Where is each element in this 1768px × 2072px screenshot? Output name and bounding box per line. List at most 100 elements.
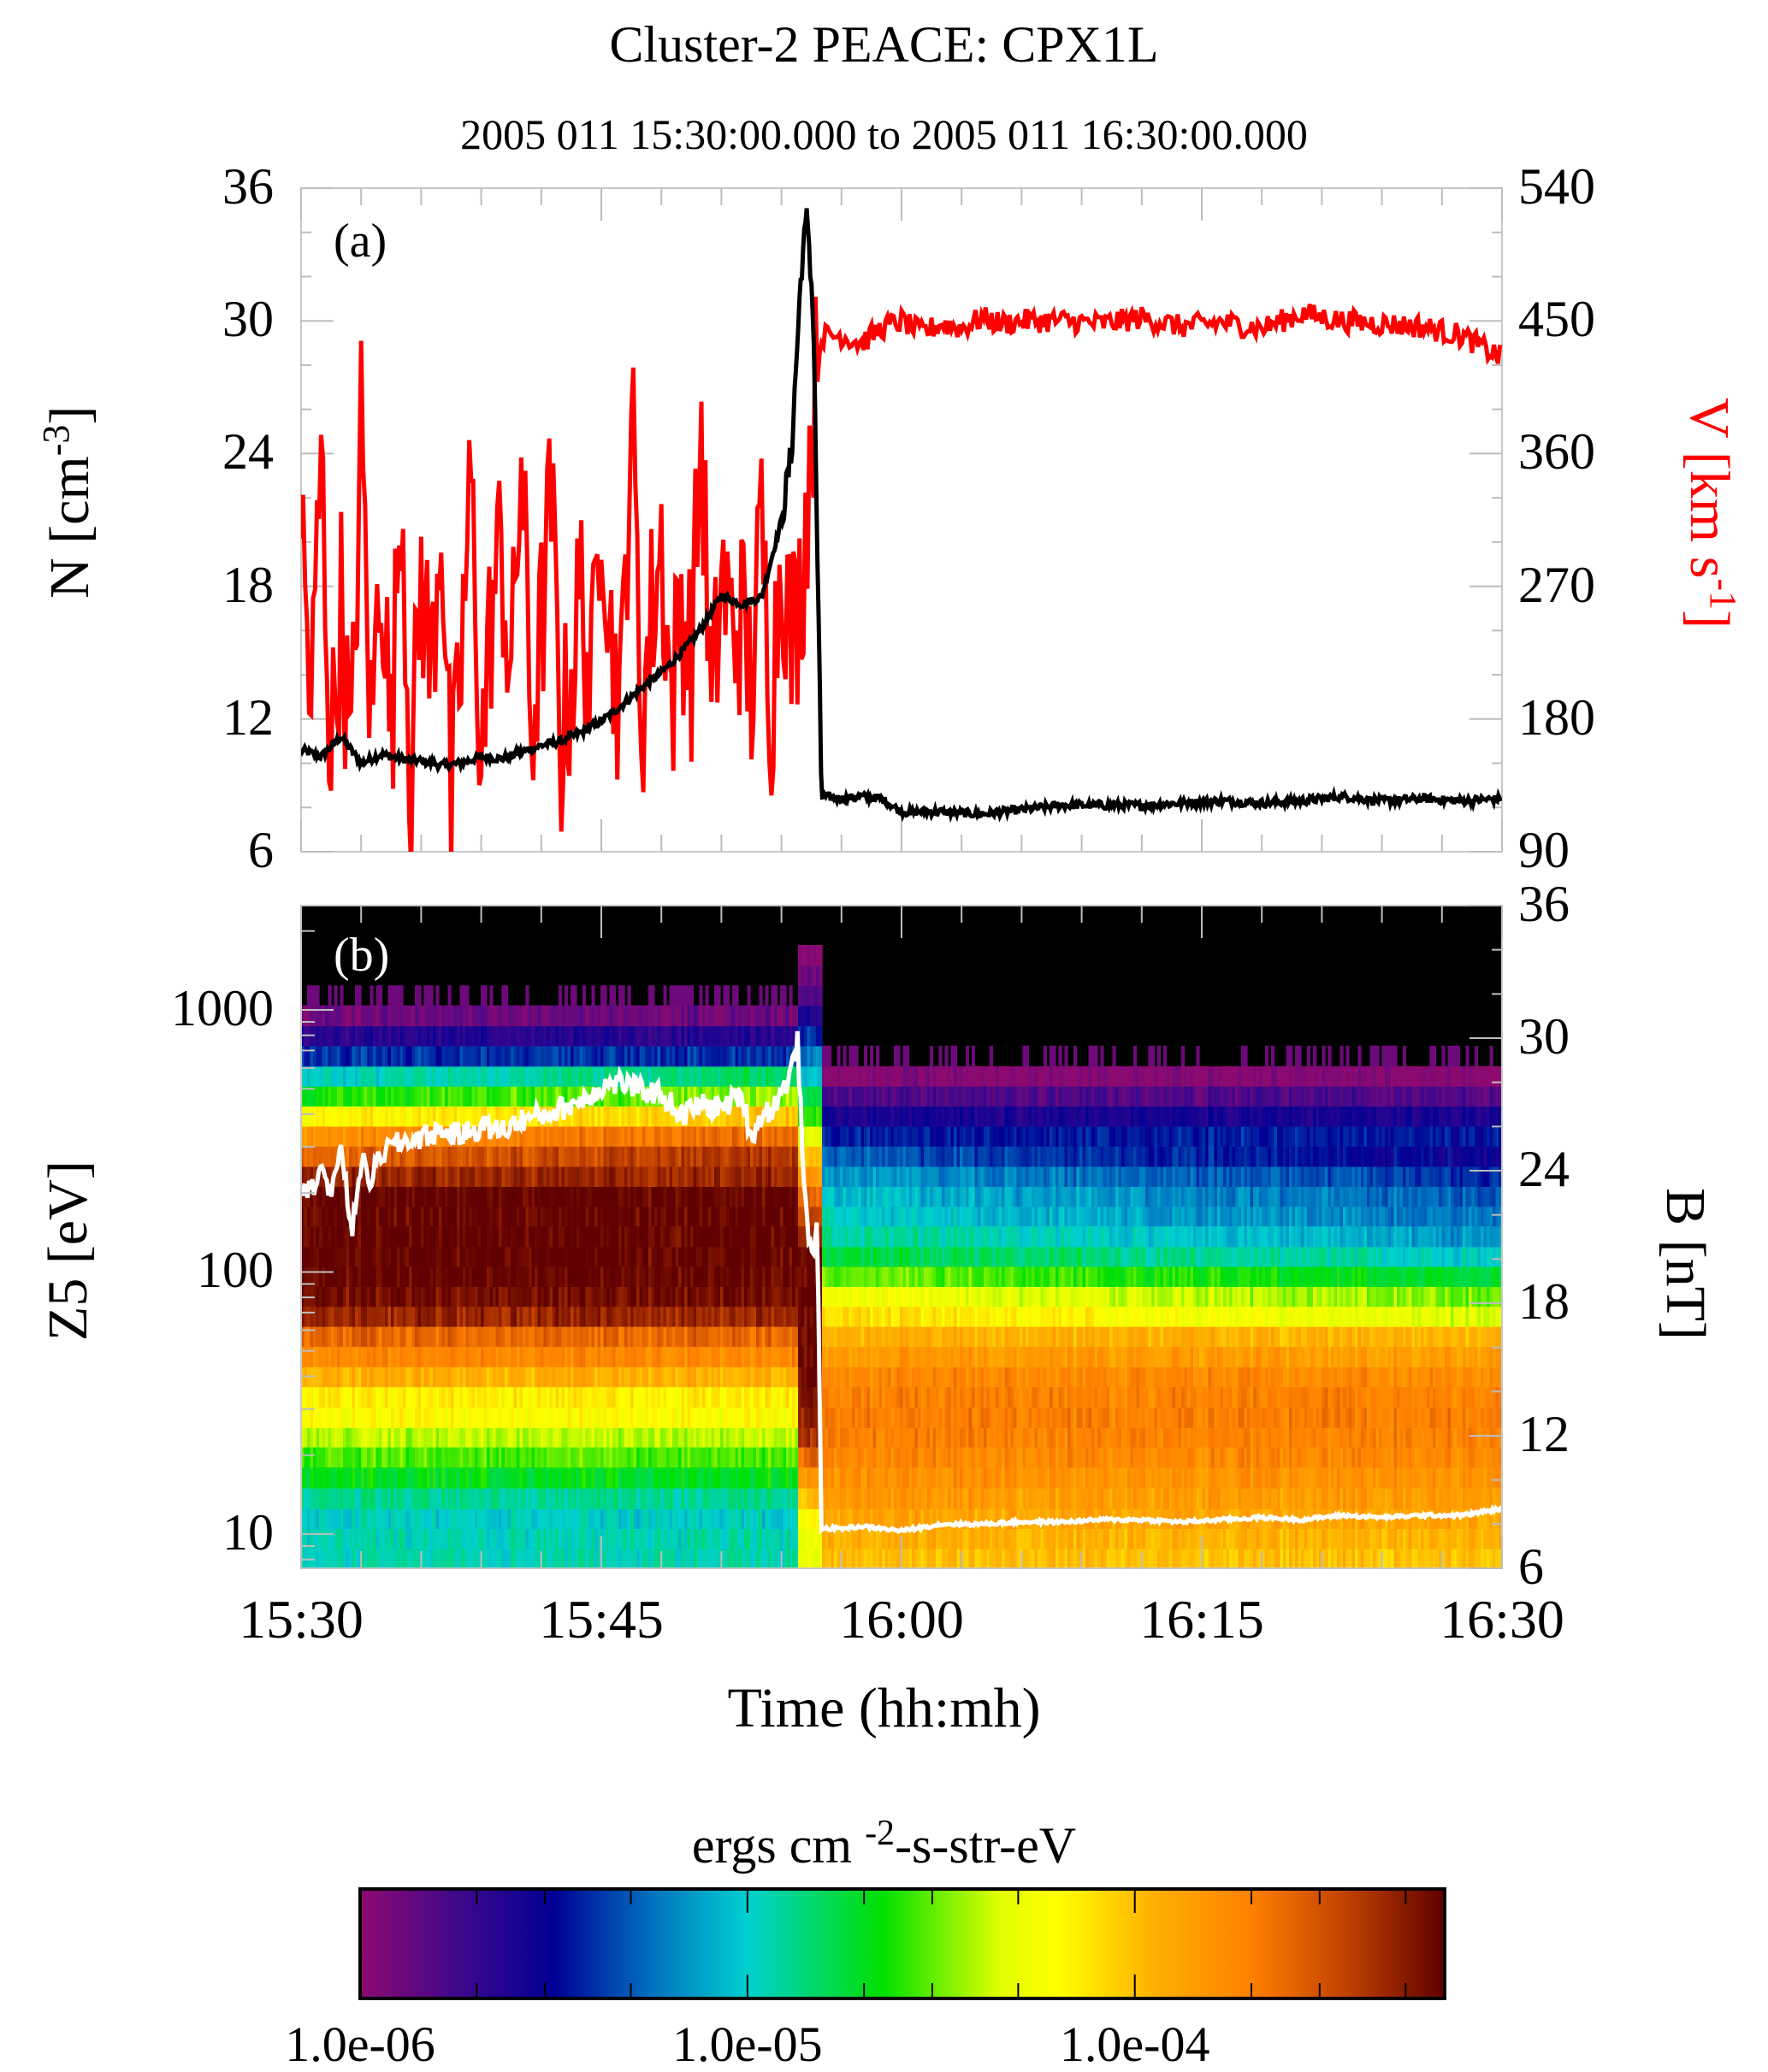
spectrogram-cell	[322, 1026, 326, 1047]
spectrogram-cell	[484, 1488, 488, 1509]
spectrogram-cell	[783, 1528, 787, 1549]
spectrogram-cell	[813, 1066, 817, 1087]
spectrogram-cell	[778, 1226, 781, 1248]
spectrogram-cell	[481, 1226, 484, 1248]
spectrogram-cell	[724, 1287, 727, 1308]
spectrogram-cell	[690, 1287, 694, 1308]
spectrogram-cell	[760, 1046, 763, 1067]
spectrogram-cell	[442, 1086, 446, 1107]
spectrogram-cell	[343, 1226, 346, 1248]
spectrogram-cell	[469, 1427, 472, 1447]
spectrogram-cell	[487, 1086, 490, 1107]
spectrogram-cell	[514, 1146, 517, 1166]
spectrogram-cell	[469, 1146, 472, 1166]
spectrogram-cell	[517, 1447, 520, 1467]
spectrogram-cell	[654, 1347, 658, 1367]
spectrogram-cell	[439, 1467, 442, 1489]
spectrogram-cell	[646, 1367, 649, 1387]
spectrogram-cell	[598, 1247, 601, 1267]
spectrogram-cell	[588, 1387, 592, 1408]
spectrogram-cell	[439, 1488, 442, 1509]
spectrogram-cell	[702, 1408, 706, 1428]
spectrogram-cell	[580, 1166, 583, 1187]
spectrogram-cell	[750, 1347, 754, 1367]
spectrogram-cell	[676, 1186, 679, 1207]
spectrogram-cell	[412, 1266, 416, 1287]
spectrogram-cell	[634, 1387, 637, 1408]
spectrogram-cell	[706, 1307, 709, 1327]
spectrogram-cell	[349, 1287, 352, 1308]
spectrogram-cell	[678, 1146, 682, 1166]
spectrogram-cell	[445, 1066, 448, 1087]
spectrogram-cell	[742, 1408, 745, 1428]
spectrogram-cell	[448, 1367, 452, 1387]
spectrogram-cell	[388, 1367, 392, 1387]
spectrogram-cell	[436, 1549, 440, 1569]
spectrogram-cell	[801, 1046, 805, 1067]
spectrogram-cell	[702, 1186, 706, 1207]
spectrogram-cell	[736, 1186, 739, 1207]
spectrogram-cell	[714, 1066, 718, 1087]
spectrogram-cell	[768, 1226, 772, 1248]
spectrogram-cell	[448, 1146, 452, 1166]
spectrogram-cell	[666, 1508, 670, 1529]
spectrogram-cell	[634, 1307, 637, 1327]
spectrogram-cell	[472, 1006, 476, 1026]
spectrogram-cell	[571, 1549, 574, 1569]
spectrogram-cell	[592, 1226, 595, 1248]
spectrogram-cell	[529, 1026, 532, 1047]
spectrogram-cell	[322, 1528, 326, 1549]
spectrogram-cell	[664, 1408, 667, 1428]
spectrogram-cell	[427, 1367, 430, 1387]
spectrogram-cell	[774, 1146, 778, 1166]
spectrogram-cell	[484, 1347, 488, 1367]
spectrogram-cell	[684, 1146, 688, 1166]
spectrogram-cell	[526, 1467, 529, 1489]
spectrogram-cell	[600, 1467, 604, 1489]
spectrogram-cell	[730, 1126, 733, 1147]
spectrogram-cell	[706, 1146, 709, 1166]
spectrogram-cell	[700, 1166, 703, 1187]
spectrogram-cell	[505, 1408, 508, 1428]
spectrogram-cell	[487, 1186, 490, 1207]
spectrogram-cell	[736, 1528, 739, 1549]
spectrogram-cell	[804, 945, 807, 965]
spectrogram-cell	[406, 1427, 410, 1447]
spectrogram-cell	[610, 1026, 613, 1047]
spectrogram-cell	[783, 1226, 787, 1248]
spectrogram-cell	[654, 1186, 658, 1207]
spectrogram-cell	[313, 1467, 316, 1489]
spectrogram-cell	[409, 1427, 412, 1447]
spectrogram-cell	[319, 1266, 322, 1287]
spectrogram-cell	[690, 1408, 694, 1428]
spectrogram-cell	[762, 1026, 766, 1047]
spectrogram-cell	[364, 1528, 368, 1549]
spectrogram-cell	[415, 1046, 418, 1067]
spectrogram-cell	[654, 1307, 658, 1327]
spectrogram-cell	[604, 1307, 607, 1327]
spectrogram-cell	[523, 1226, 526, 1248]
spectrogram-cell	[469, 1508, 472, 1529]
spectrogram-cell	[325, 1066, 328, 1087]
spectrogram-cell	[352, 1549, 356, 1569]
spectrogram-cell	[514, 1086, 517, 1107]
spectrogram-cell	[672, 1447, 676, 1467]
spectrogram-cell	[373, 1427, 376, 1447]
spectrogram-cell	[630, 1488, 634, 1509]
spectrogram-cell	[588, 1146, 592, 1166]
spectrogram-cell	[702, 1207, 706, 1226]
spectrogram-cell	[463, 1186, 466, 1207]
spectrogram-cell	[400, 1247, 404, 1267]
spectrogram-cell	[732, 1528, 736, 1549]
spectrogram-cell	[754, 1387, 757, 1408]
spectrogram-cell	[520, 1447, 523, 1467]
spectrogram-cell	[403, 1046, 406, 1067]
spectrogram-cell	[756, 1307, 760, 1327]
spectrogram-cell	[490, 1347, 494, 1367]
spectrogram-cell	[642, 1367, 646, 1387]
spectrogram-cell	[493, 1086, 496, 1107]
spectrogram-cell	[550, 1307, 553, 1327]
spectrogram-cell	[373, 1186, 376, 1207]
spectrogram-cell	[460, 1186, 464, 1207]
spectrogram-cell	[442, 1026, 446, 1047]
